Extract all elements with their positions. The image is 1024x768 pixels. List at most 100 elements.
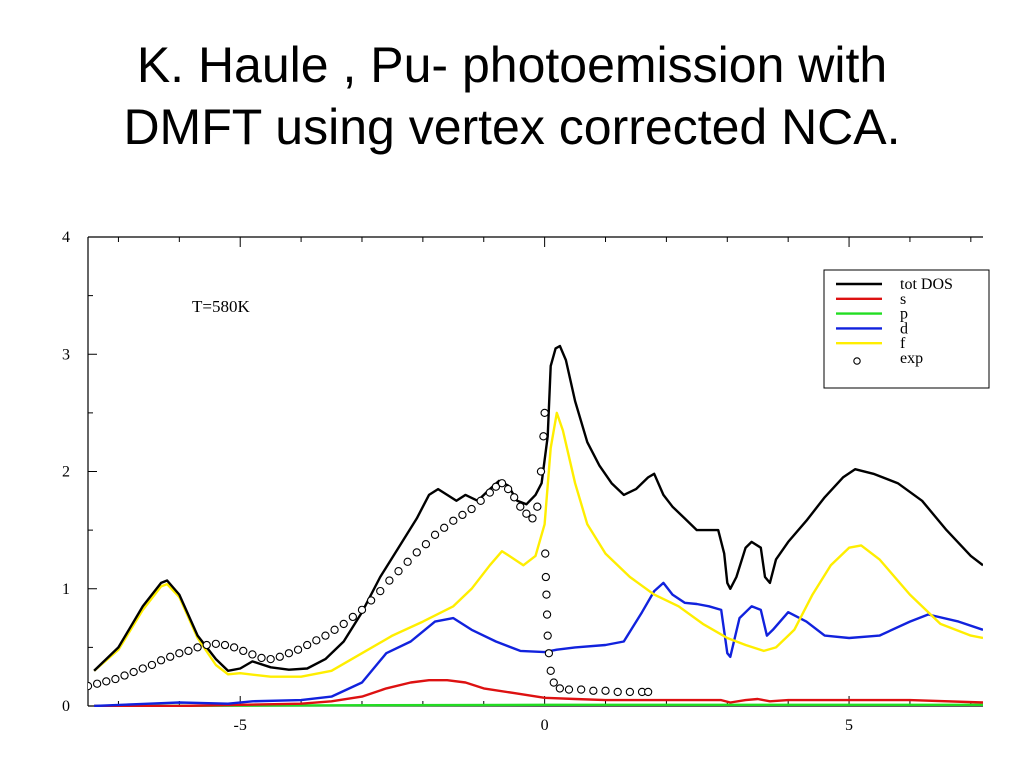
data-point-exp: [229, 643, 239, 652]
data-point-exp: [394, 567, 403, 576]
data-point-exp: [485, 488, 494, 497]
x-tick-label: 5: [845, 717, 853, 734]
data-point-exp: [421, 540, 431, 549]
data-point-exp: [220, 640, 230, 650]
title-line-2: DMFT using vertex corrected NCA.: [123, 99, 901, 155]
slide-title: K. Haule , Pu- photoemission with DMFT u…: [0, 34, 1024, 158]
data-point-exp: [184, 646, 193, 656]
data-point-exp: [540, 408, 549, 418]
data-point-exp: [202, 640, 211, 650]
data-point-exp: [66, 684, 73, 691]
y-tick-label: 0: [62, 698, 70, 715]
data-point-exp: [303, 640, 312, 650]
y-tick-label: 1: [62, 581, 70, 598]
data-point-exp: [497, 479, 507, 488]
series-f-line: [93, 411, 983, 678]
series-exp-markers: [66, 408, 653, 697]
data-point-exp: [625, 687, 635, 697]
data-point-exp: [385, 576, 394, 585]
data-point-exp: [467, 504, 476, 514]
data-point-exp: [449, 516, 458, 525]
legend-label-d: d: [900, 320, 908, 337]
data-point-exp: [111, 674, 120, 684]
y-tick-label: 4: [62, 229, 70, 246]
x-tick-label: 0: [541, 717, 549, 734]
data-point-exp: [542, 590, 551, 599]
data-point-exp: [120, 671, 129, 680]
data-point-exp: [75, 684, 82, 691]
data-point-exp: [613, 687, 622, 697]
legend-swatch-exp: [853, 357, 861, 365]
data-point-exp: [528, 514, 537, 523]
data-point-exp: [156, 656, 166, 665]
data-point-exp: [321, 631, 330, 640]
data-point-exp: [147, 660, 157, 670]
data-point-exp: [516, 502, 525, 511]
series-s-line: [94, 679, 983, 707]
data-point-exp: [312, 636, 321, 645]
data-point-exp: [549, 678, 558, 687]
data-point-exp: [541, 549, 550, 558]
data-point-exp: [536, 467, 546, 476]
legend-label-tot-dos: tot DOS: [900, 276, 953, 293]
title-line-1: K. Haule , Pu- photoemission with: [136, 37, 888, 93]
data-point-exp: [275, 652, 284, 661]
data-point-exp: [166, 652, 175, 661]
series-tot-dos-line: [93, 344, 983, 672]
data-point-exp: [510, 493, 519, 502]
data-point-exp: [330, 625, 339, 634]
data-point-exp: [589, 686, 598, 695]
data-point-exp: [476, 496, 485, 505]
series-d-line: [94, 581, 983, 707]
data-point-exp: [544, 649, 554, 658]
legend-label-p: p: [900, 306, 908, 323]
data-point-exp: [239, 646, 248, 656]
data-point-exp: [522, 509, 531, 518]
data-point-exp: [539, 432, 548, 441]
data-point-exp: [284, 649, 294, 658]
data-point-exp: [257, 653, 266, 663]
data-point-exp: [601, 686, 610, 695]
data-point-exp: [542, 610, 552, 619]
y-tick-label: 2: [62, 464, 70, 481]
data-point-exp: [491, 482, 501, 491]
data-point-exp: [211, 639, 221, 649]
data-point-exp: [533, 502, 542, 511]
data-point-exp: [348, 612, 357, 622]
temperature-annotation: T=580K: [192, 297, 250, 316]
chart-plot-area: [66, 344, 983, 707]
data-point-exp: [357, 605, 367, 615]
legend-label-exp: exp: [900, 350, 923, 367]
data-point-exp: [193, 643, 202, 652]
data-point-exp: [440, 523, 449, 532]
data-point-exp: [102, 677, 111, 686]
legend-label-s: s: [900, 291, 906, 308]
data-point-exp: [175, 649, 184, 658]
x-tick-label: -5: [234, 717, 247, 734]
data-point-exp: [339, 619, 348, 629]
data-point-exp: [577, 685, 586, 694]
data-point-exp: [376, 586, 385, 596]
y-tick-label: 3: [62, 346, 70, 363]
data-point-exp: [564, 685, 574, 694]
data-point-exp: [430, 530, 440, 539]
data-point-exp: [555, 684, 565, 693]
data-point-exp: [541, 572, 551, 582]
data-point-exp: [403, 557, 412, 566]
data-point-exp: [543, 631, 552, 640]
data-point-exp: [366, 596, 376, 605]
data-point-exp: [129, 667, 138, 677]
data-point-exp: [138, 664, 147, 673]
data-point-exp: [643, 687, 653, 697]
data-point-exp: [412, 548, 421, 557]
data-point-exp: [546, 666, 555, 675]
data-point-exp: [266, 654, 275, 664]
data-point-exp: [92, 679, 102, 688]
data-point-exp: [248, 650, 257, 659]
data-point-exp: [458, 510, 467, 520]
data-point-exp: [503, 484, 513, 494]
data-point-exp: [293, 645, 303, 654]
legend-label-f: f: [900, 335, 906, 352]
